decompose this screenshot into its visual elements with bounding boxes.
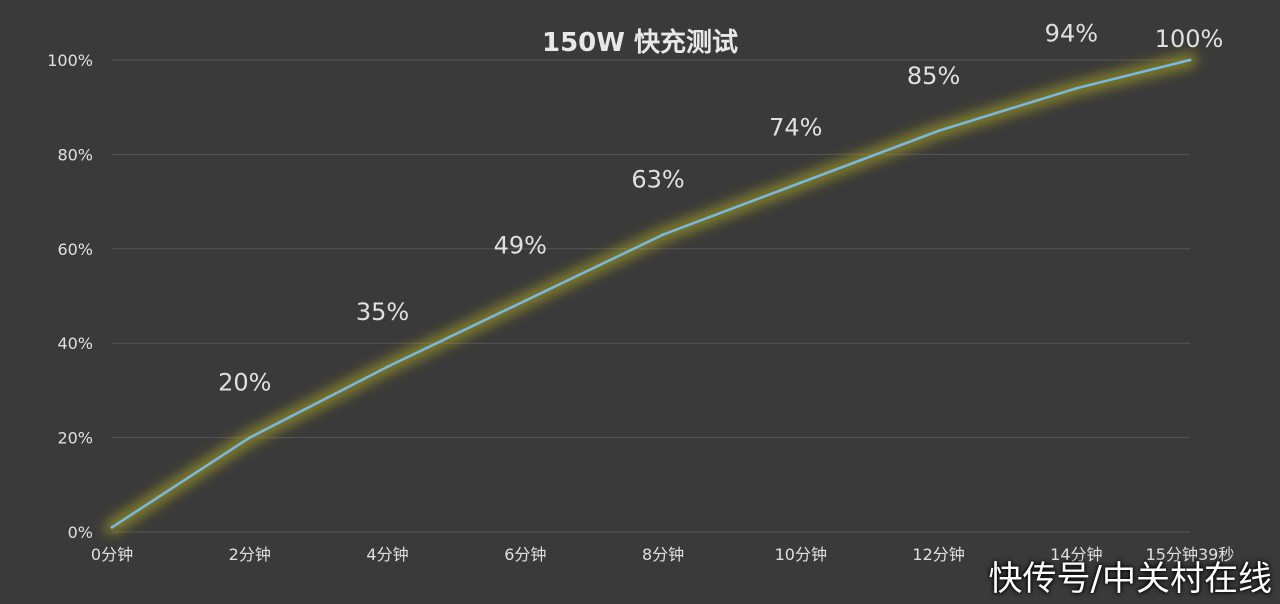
grid <box>112 59 1190 533</box>
y-tick-label: 60% <box>57 240 93 259</box>
x-axis: 0分钟 2分钟 4分钟 6分钟 8分钟 10分钟 12分钟 14分钟 15分钟39秒 <box>91 545 1234 564</box>
x-tick-label: 2分钟 <box>229 545 271 564</box>
series-line <box>105 53 1197 535</box>
data-label: 85% <box>907 62 960 90</box>
data-point <box>799 181 803 185</box>
data-point <box>110 525 114 529</box>
data-label: 20% <box>218 369 271 397</box>
series-line-path <box>111 58 1191 529</box>
x-tick-label: 8分钟 <box>642 545 684 564</box>
y-tick-label: 40% <box>57 334 93 353</box>
y-axis: 0% 20% 40% 60% 80% 100% <box>47 51 93 542</box>
y-tick-label: 0% <box>68 523 93 542</box>
data-labels: 20% 35% 49% 63% 74% 85% 94% 100% <box>110 19 1224 529</box>
x-tick-label: 0分钟 <box>91 545 133 564</box>
data-point <box>937 129 941 133</box>
data-label: 74% <box>769 114 822 142</box>
data-point <box>1188 58 1192 62</box>
data-point <box>248 436 252 440</box>
x-tick-label: 14分钟 <box>1050 545 1102 564</box>
y-tick-label: 100% <box>47 51 93 70</box>
data-label: 35% <box>356 298 409 326</box>
x-tick-label: 15分钟39秒 <box>1146 545 1235 564</box>
data-point <box>523 299 527 303</box>
data-label: 49% <box>494 232 547 260</box>
y-tick-label: 80% <box>57 145 93 164</box>
chart-title: 150W 快充测试 <box>541 28 738 58</box>
data-point <box>661 233 665 237</box>
x-tick-label: 12分钟 <box>912 545 964 564</box>
data-label: 94% <box>1045 19 1098 47</box>
x-tick-label: 4分钟 <box>366 545 408 564</box>
x-tick-label: 6分钟 <box>504 545 546 564</box>
watermark: 快传号/中关村在线 <box>988 559 1272 599</box>
data-label: 100% <box>1155 25 1224 53</box>
line-glow <box>105 53 1197 535</box>
data-label: 63% <box>631 166 684 194</box>
y-tick-label: 20% <box>57 429 93 448</box>
x-tick-label: 10分钟 <box>775 545 827 564</box>
data-point <box>1074 86 1078 90</box>
data-point <box>386 365 390 369</box>
